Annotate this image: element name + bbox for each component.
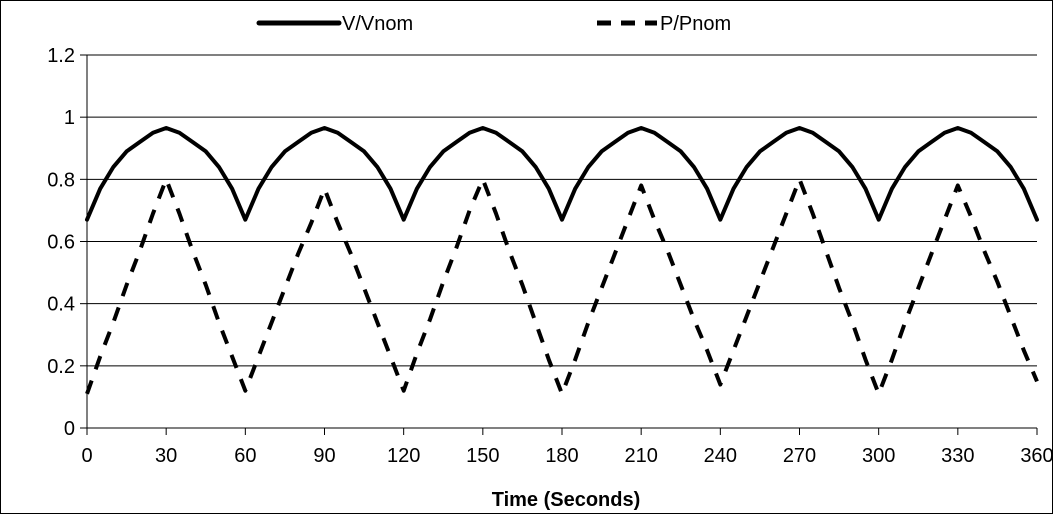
series-lines [85, 126, 1039, 396]
series-line-v-vnom [85, 126, 1039, 222]
x-tick-label: 150 [466, 445, 499, 467]
x-tick-label: 270 [783, 445, 816, 467]
x-tick-label: 300 [862, 445, 895, 467]
x-axis-title: Time (Seconds) [492, 489, 641, 511]
x-tick-label: 360 [1020, 445, 1052, 467]
x-tick-label: 60 [234, 445, 256, 467]
x-tick-label: 0 [81, 445, 92, 467]
y-tick-labels: 0 0.2 0.4 0.6 0.8 1 1.2 [47, 45, 75, 440]
y-tick-label: 1.2 [47, 45, 75, 67]
x-tick-label: 330 [941, 445, 974, 467]
x-tick-label: 240 [704, 445, 737, 467]
y-tick-label: 0.2 [47, 356, 75, 378]
y-tick-label: 0 [64, 418, 75, 440]
legend: V/Vnom P/Pnom [256, 13, 731, 35]
y-tick-label: 0.4 [47, 294, 75, 316]
x-tick-labels: 0 30 60 90 120 150 180 210 240 270 300 330 360 [81, 445, 1052, 467]
y-tick-label: 0.6 [47, 232, 75, 254]
y-tick-label: 1 [64, 107, 75, 129]
x-tick-label: 90 [313, 445, 335, 467]
grid-lines [87, 54, 1037, 367]
series-line-p-pnom [85, 177, 1039, 396]
legend-label: V/Vnom [342, 13, 413, 35]
y-tick-label: 0.8 [47, 169, 75, 191]
axes [80, 54, 1038, 435]
x-tick-label: 180 [545, 445, 578, 467]
x-tick-label: 120 [387, 445, 420, 467]
legend-label: P/Pnom [660, 13, 731, 35]
x-tick-label: 30 [155, 445, 177, 467]
x-tick-label: 210 [624, 445, 657, 467]
